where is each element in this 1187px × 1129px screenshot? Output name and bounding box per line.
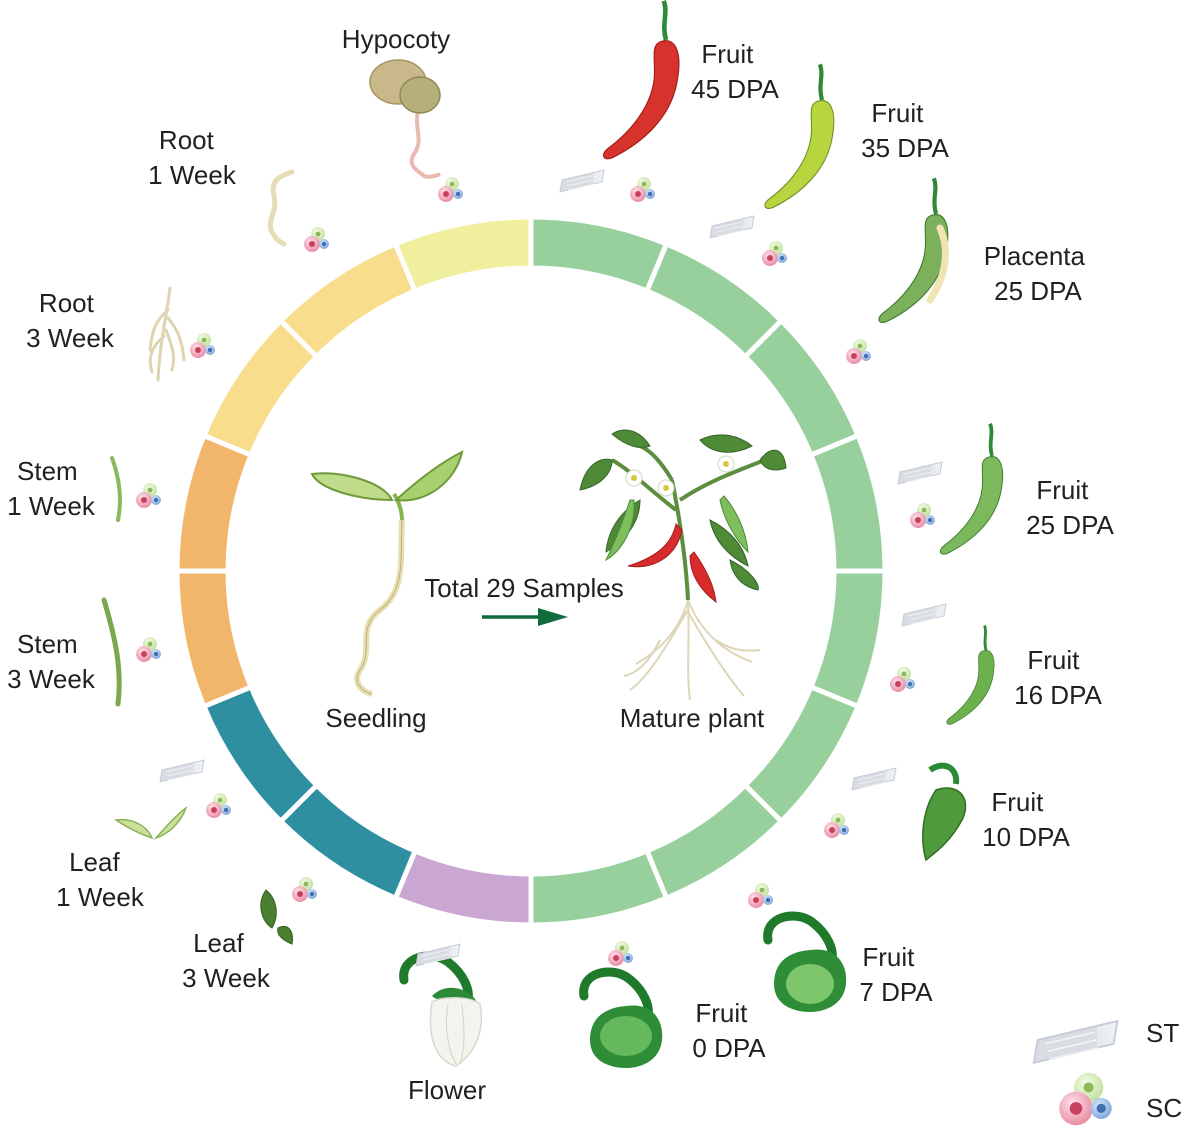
sc-cells-icon bbox=[438, 177, 463, 202]
sc-cells-icon bbox=[762, 241, 787, 266]
total-samples-label: Total 29 Samples bbox=[424, 573, 623, 603]
ring-segment-7 bbox=[643, 781, 785, 902]
ring-segment-4 bbox=[807, 432, 888, 574]
fruit-45-dpa-illustration bbox=[603, 1, 678, 159]
ring-segment-8 bbox=[528, 847, 670, 928]
sc-cells-icon bbox=[136, 637, 161, 662]
root-1-week-illustration bbox=[267, 169, 295, 247]
sample-label-stem-3-week: Stem 3 Week bbox=[7, 629, 96, 694]
sample-label-fruit-10-dpa: Fruit 10 DPA bbox=[982, 787, 1070, 852]
st-slide-icon bbox=[851, 767, 897, 791]
mature-plant-illustration bbox=[579, 429, 787, 701]
sc-cells-icon bbox=[748, 883, 773, 908]
sc-cells-icon bbox=[824, 813, 849, 838]
st-slide-icon bbox=[901, 603, 947, 627]
ring-segment-1 bbox=[528, 214, 670, 295]
flower-illustration bbox=[399, 951, 483, 1067]
ring-segment-16 bbox=[392, 214, 534, 295]
sample-label-fruit-0-dpa: Fruit 0 DPA bbox=[692, 998, 766, 1063]
ring-segment-12 bbox=[174, 568, 255, 710]
sample-label-leaf-1-week: Leaf 1 Week bbox=[56, 847, 145, 912]
sample-label-fruit-35-dpa: Fruit 35 DPA bbox=[861, 98, 949, 163]
sc-cells-icon bbox=[846, 339, 871, 364]
sample-label-hypocoty: Hypocoty bbox=[342, 24, 450, 54]
legend-label-sc: SC bbox=[1146, 1093, 1182, 1123]
legend: ST SC bbox=[1032, 1018, 1182, 1126]
sc-cells-icon bbox=[304, 227, 329, 252]
sc-cells-icon bbox=[206, 793, 231, 818]
sample-label-root-1-week: Root 1 Week bbox=[148, 125, 237, 190]
sample-label-root-3-week: Root 3 Week bbox=[26, 288, 115, 353]
slide-icon bbox=[1032, 1020, 1119, 1064]
stem-3-week-illustration bbox=[101, 597, 122, 707]
seedling-label: Seedling bbox=[325, 703, 426, 733]
sample-label-fruit-45-dpa: Fruit 45 DPA bbox=[691, 39, 779, 104]
st-slide-icon bbox=[159, 759, 205, 783]
ring-segment-13 bbox=[174, 432, 255, 574]
growth-arrow bbox=[482, 608, 568, 626]
sc-cells-icon bbox=[190, 333, 215, 358]
legend-item-sc: SC bbox=[1059, 1072, 1182, 1126]
sample-label-leaf-3-week: Leaf 3 Week bbox=[182, 928, 271, 993]
sample-label-placenta-25-dpa: Placenta 25 DPA bbox=[984, 241, 1092, 306]
ring-segment-15 bbox=[277, 240, 419, 361]
leaf-1-week-illustration bbox=[113, 806, 188, 840]
seedling-illustration bbox=[310, 450, 464, 697]
sc-cells-icon bbox=[136, 483, 161, 508]
sc-cells-icon bbox=[890, 667, 915, 692]
placenta-25-dpa-illustration bbox=[879, 178, 948, 322]
ring-segment-9 bbox=[392, 847, 534, 928]
st-slide-icon bbox=[897, 461, 943, 485]
stem-1-week-illustration bbox=[110, 456, 122, 522]
leaf-3-week-illustration bbox=[260, 889, 293, 945]
root-3-week-illustration bbox=[148, 286, 186, 382]
legend-label-st: ST bbox=[1146, 1018, 1179, 1048]
st-slide-icon bbox=[709, 215, 755, 239]
sample-label-fruit-16-dpa: Fruit 16 DPA bbox=[1014, 645, 1102, 710]
sc-cells-icon bbox=[608, 941, 633, 966]
fruit-16-dpa-illustration bbox=[945, 624, 996, 726]
sample-ring bbox=[174, 214, 888, 928]
fruit-7-dpa-illustration bbox=[768, 916, 847, 1012]
fruit-0-dpa-illustration bbox=[584, 972, 663, 1068]
hypocoty-illustration bbox=[369, 59, 441, 179]
ring-segment-5 bbox=[807, 568, 888, 710]
sample-label-flower: Flower bbox=[408, 1075, 486, 1105]
mature-plant-label: Mature plant bbox=[620, 703, 765, 733]
cells-icon bbox=[1059, 1072, 1112, 1126]
sample-label-stem-1-week: Stem 1 Week bbox=[7, 456, 96, 521]
fruit-25-dpa-illustration bbox=[938, 421, 1005, 557]
ring-segment-3 bbox=[741, 317, 862, 459]
st-slide-icon bbox=[559, 169, 605, 193]
sample-markers bbox=[136, 169, 947, 967]
sc-cells-icon bbox=[630, 177, 655, 202]
sample-label-fruit-7-dpa: Fruit 7 DPA bbox=[859, 942, 933, 1007]
sc-cells-icon bbox=[292, 877, 317, 902]
legend-item-st: ST bbox=[1032, 1018, 1179, 1064]
fruit-10-dpa-illustration bbox=[922, 762, 967, 862]
sc-cells-icon bbox=[910, 503, 935, 528]
sample-label-fruit-25-dpa: Fruit 25 DPA bbox=[1026, 475, 1114, 540]
